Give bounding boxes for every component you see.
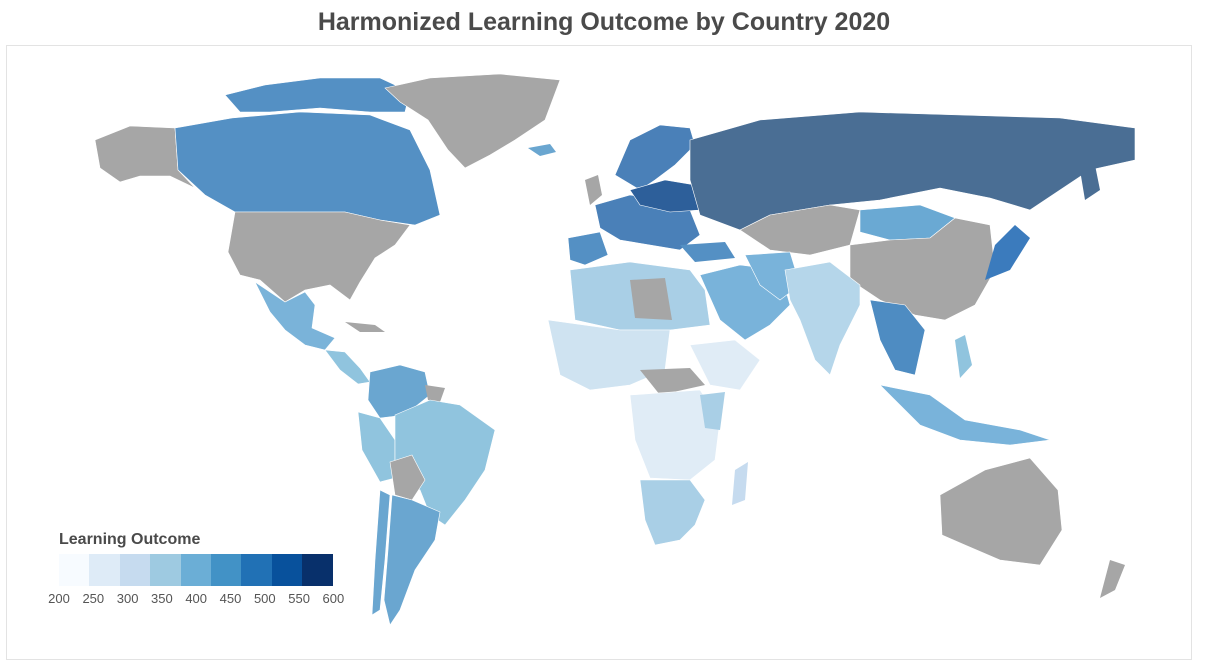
country-central-america[interactable]: [324, 349, 371, 385]
legend-tick-label: 450: [219, 591, 242, 606]
legend-tick-label: 550: [288, 591, 310, 606]
country-turkey[interactable]: [680, 242, 735, 262]
country-chile[interactable]: [371, 489, 391, 616]
country-canada-islands[interactable]: [224, 77, 411, 113]
legend-swatch: [302, 554, 333, 586]
country-australia[interactable]: [939, 457, 1063, 566]
legend-swatch: [180, 554, 211, 586]
country-argentina[interactable]: [383, 494, 441, 626]
legend-tick-label: 500: [253, 591, 276, 606]
country-madagascar[interactable]: [732, 462, 748, 505]
country-east-africa[interactable]: [700, 392, 725, 430]
legend-color-bar: [59, 554, 333, 586]
country-indonesia[interactable]: [879, 384, 1051, 446]
country-guyana-suriname[interactable]: [425, 385, 445, 402]
country-iceland[interactable]: [528, 144, 556, 156]
legend-tick-label: 250: [82, 591, 105, 606]
legend-tick-label: 300: [116, 591, 139, 606]
country-kamchatka[interactable]: [1080, 165, 1100, 200]
legend-swatch: [241, 554, 272, 586]
country-cuba[interactable]: [345, 322, 385, 332]
country-colombia-venezuela[interactable]: [367, 364, 431, 419]
legend-title: Learning Outcome: [59, 531, 201, 548]
legend-swatch: [210, 554, 242, 586]
legend-tick-label: 600: [322, 591, 345, 606]
legend-tick-label: 200: [48, 591, 70, 606]
legend-swatch: [89, 554, 120, 586]
legend-swatch: [119, 554, 151, 586]
legend-tick-label: 350: [151, 591, 173, 606]
country-iberia[interactable]: [567, 231, 609, 266]
country-mexico[interactable]: [254, 281, 336, 351]
map-title: Harmonized Learning Outcome by Country 2…: [317, 8, 891, 36]
country-horn-of-africa[interactable]: [689, 339, 761, 391]
country-china[interactable]: [849, 217, 996, 321]
country-alaska[interactable]: [94, 125, 196, 189]
country-uk[interactable]: [585, 175, 602, 205]
country-canada[interactable]: [174, 111, 441, 226]
country-southern-africa[interactable]: [639, 479, 706, 546]
country-scandinavia[interactable]: [614, 124, 696, 191]
country-kazakhstan[interactable]: [739, 204, 861, 256]
legend-swatch: [59, 554, 90, 586]
country-usa[interactable]: [227, 211, 411, 303]
country-japan[interactable]: [985, 225, 1030, 280]
legend-tick-labels: 200 250 300 350 400 450 500 550 600: [42, 591, 352, 609]
country-se-asia[interactable]: [869, 299, 926, 376]
country-libya[interactable]: [630, 278, 672, 320]
country-bolivia[interactable]: [389, 454, 426, 501]
country-sudan-chad[interactable]: [640, 368, 705, 395]
country-new-zealand[interactable]: [1100, 560, 1125, 598]
country-greenland[interactable]: [384, 73, 561, 169]
country-peru[interactable]: [357, 411, 396, 483]
legend-tick-label: 400: [185, 591, 208, 606]
legend-swatch: [150, 554, 181, 586]
country-india[interactable]: [784, 261, 861, 376]
legend-swatch: [271, 554, 303, 586]
country-philippines[interactable]: [955, 335, 972, 378]
